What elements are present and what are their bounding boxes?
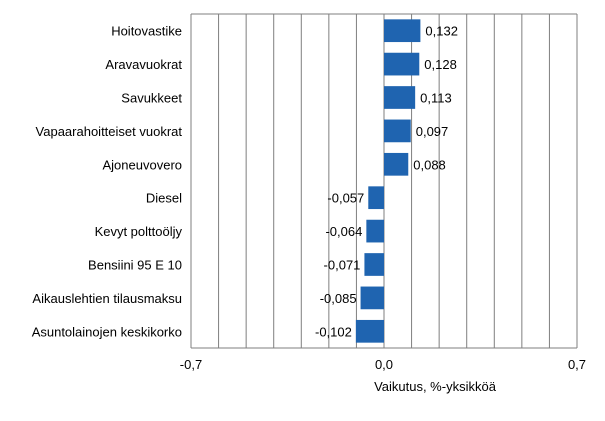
bar-1	[384, 19, 421, 43]
bars	[355, 19, 421, 343]
category-label-1: Hoitovastike	[111, 24, 182, 39]
x-tick-label-3: 0,7	[568, 357, 586, 372]
x-axis: -0,7 0,0 0,7	[180, 357, 586, 372]
category-label-9: Aikauslehtien tilausmaksu	[32, 291, 182, 306]
category-label-3: Savukkeet	[121, 91, 182, 106]
value-label-6: -0,057	[327, 191, 364, 206]
bar-9	[360, 286, 384, 310]
category-label-7: Kevyt polttoöljy	[95, 224, 183, 239]
category-label-2: Aravavuokrat	[105, 57, 182, 72]
bar-10	[355, 319, 384, 343]
category-label-5: Ajoneuvovero	[103, 157, 183, 172]
category-label-6: Diesel	[146, 191, 182, 206]
value-label-7: -0,064	[325, 224, 362, 239]
bar-7	[366, 219, 384, 243]
category-labels: Hoitovastike Aravavuokrat Savukkeet Vapaara…	[32, 24, 183, 340]
value-label-4: 0,097	[416, 124, 449, 139]
bar-8	[364, 253, 384, 276]
bar-2	[384, 52, 420, 76]
value-labels: 0,132 0,128 0,113 0,097 0,088 -0,057 -0,064 -0,…	[315, 24, 458, 340]
category-label-8: Bensiini 95 E 10	[88, 258, 182, 273]
value-label-8: -0,071	[324, 258, 361, 273]
value-label-3: 0,113	[420, 91, 452, 106]
x-tick-label-1: -0,7	[180, 357, 202, 372]
value-label-9: -0,085	[320, 291, 357, 306]
bar-3	[384, 86, 416, 109]
x-axis-label: Vaikutus, %-yksikköä	[374, 379, 497, 394]
value-label-5: 0,088	[413, 157, 446, 172]
value-label-10: -0,102	[315, 324, 352, 339]
category-label-10: Asuntolainojen keskikorko	[32, 324, 182, 339]
value-label-2: 0,128	[424, 57, 457, 72]
bar-4	[384, 119, 411, 143]
value-label-1: 0,132	[425, 24, 458, 39]
bar-6	[368, 186, 384, 210]
bar-5	[384, 152, 409, 176]
category-label-4: Vapaarahoitteiset vuokrat	[36, 124, 183, 139]
x-tick-label-2: 0,0	[375, 357, 393, 372]
